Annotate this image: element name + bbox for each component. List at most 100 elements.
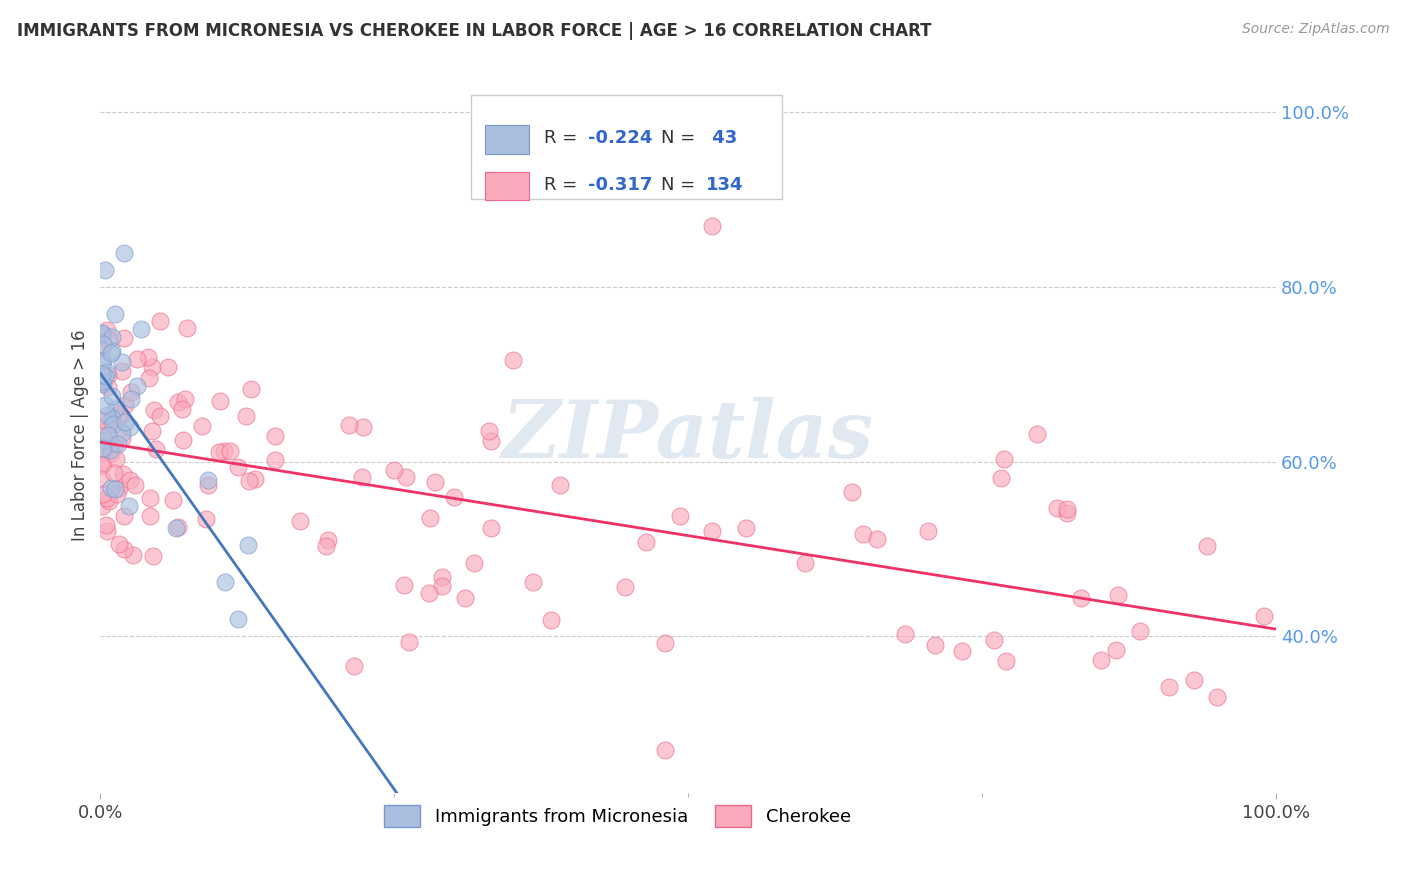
Point (141, 360, 163, 375)
Point (263, 452, 285, 467)
Point (924, 638, 946, 652)
Text: N =: N = (661, 176, 702, 194)
Point (96, 491, 118, 505)
Point (96, 524, 118, 538)
Point (425, 475, 447, 489)
Point (97, 494, 120, 508)
Point (613, 580, 636, 594)
Point (212, 444, 235, 458)
Point (1090, 653, 1112, 667)
Point (172, 433, 194, 447)
Point (1056, 506, 1078, 520)
Point (149, 409, 172, 423)
Point (111, 426, 134, 441)
Point (112, 542, 135, 557)
Point (382, 463, 405, 477)
Point (112, 467, 135, 482)
Point (1157, 680, 1180, 694)
Point (90, 375, 112, 389)
Point (315, 539, 337, 553)
Point (148, 314, 170, 328)
Point (793, 556, 815, 570)
Point (1195, 539, 1218, 553)
Point (127, 351, 149, 366)
Text: IMMIGRANTS FROM MICRONESIA VS CHEROKEE IN LABOR FORCE | AGE > 16 CORRELATION CHA: IMMIGRANTS FROM MICRONESIA VS CHEROKEE I… (17, 22, 931, 40)
Point (138, 371, 160, 385)
Point (114, 415, 136, 429)
Point (197, 478, 219, 492)
Point (917, 524, 939, 539)
Point (90, 368, 112, 382)
Point (124, 478, 146, 492)
Point (540, 613, 562, 627)
Point (418, 586, 440, 600)
Point (91, 441, 114, 455)
Point (1107, 588, 1129, 602)
Point (165, 521, 187, 535)
Point (94, 398, 117, 412)
Point (90, 356, 112, 370)
Point (97, 368, 120, 382)
Point (218, 444, 240, 458)
Point (90, 445, 112, 459)
Point (111, 355, 134, 369)
Point (90, 326, 112, 341)
Point (101, 343, 124, 358)
Point (167, 395, 190, 409)
Point (993, 452, 1015, 467)
Legend: Immigrants from Micronesia, Cherokee: Immigrants from Micronesia, Cherokee (377, 798, 858, 834)
Point (654, 636, 676, 650)
Point (107, 436, 129, 450)
Point (162, 492, 184, 507)
Point (108, 481, 131, 495)
Point (1129, 624, 1152, 639)
Point (142, 549, 165, 564)
Point (94, 415, 117, 429)
Point (93, 425, 115, 439)
Point (112, 509, 135, 524)
Point (463, 556, 485, 570)
FancyBboxPatch shape (485, 172, 530, 201)
Point (90, 472, 112, 486)
Point (174, 392, 197, 407)
Point (100, 446, 122, 460)
Point (91, 340, 114, 354)
Point (208, 445, 231, 459)
Point (107, 536, 129, 550)
Point (1046, 501, 1069, 516)
Point (654, 742, 676, 756)
Point (263, 429, 285, 443)
Point (104, 401, 127, 416)
Point (866, 532, 889, 546)
Point (125, 379, 148, 393)
Point (634, 534, 657, 549)
Point (104, 437, 127, 451)
Point (478, 424, 501, 438)
Point (392, 578, 415, 592)
Point (120, 392, 142, 406)
Point (548, 477, 571, 491)
Point (122, 548, 145, 562)
FancyBboxPatch shape (485, 125, 530, 153)
Point (995, 654, 1018, 668)
Point (131, 322, 153, 336)
Point (419, 511, 441, 525)
Point (90, 499, 112, 513)
Point (145, 442, 167, 456)
Text: N =: N = (661, 129, 702, 147)
Point (894, 627, 917, 641)
Point (236, 539, 259, 553)
Point (430, 570, 453, 584)
Point (138, 508, 160, 523)
Text: 134: 134 (706, 176, 744, 194)
Point (101, 388, 124, 402)
Point (91, 487, 114, 501)
Point (96, 409, 118, 423)
Point (350, 470, 373, 484)
Point (1056, 502, 1078, 516)
Text: 43: 43 (706, 129, 737, 147)
Point (432, 579, 454, 593)
Y-axis label: In Labor Force | Age > 16: In Labor Force | Age > 16 (72, 330, 89, 541)
Point (983, 632, 1005, 647)
Point (97, 427, 120, 442)
